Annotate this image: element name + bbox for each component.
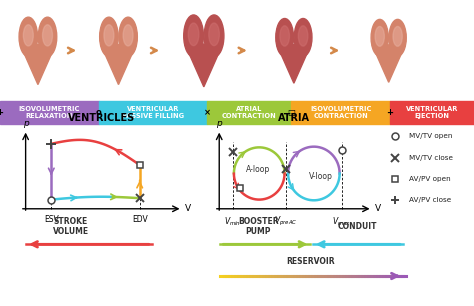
Polygon shape xyxy=(185,44,223,87)
Text: CONDUIT: CONDUIT xyxy=(338,222,378,231)
Text: +: + xyxy=(387,108,393,117)
Text: EDV: EDV xyxy=(132,215,147,224)
Title: ATRIA: ATRIA xyxy=(278,113,310,123)
Bar xyxy=(0,101,99,124)
Text: AV/PV open: AV/PV open xyxy=(409,176,451,182)
Text: RESERVOIR: RESERVOIR xyxy=(286,257,335,266)
Bar xyxy=(208,101,292,124)
Text: A-loop: A-loop xyxy=(246,165,270,174)
Ellipse shape xyxy=(204,15,224,57)
Text: V: V xyxy=(375,204,381,213)
Text: p: p xyxy=(23,119,28,128)
Text: □: □ xyxy=(287,108,295,117)
Ellipse shape xyxy=(280,26,290,46)
Text: $V_{max}$: $V_{max}$ xyxy=(332,215,351,228)
Text: ×: × xyxy=(204,108,211,117)
Text: ISOVOLUMETRIC
CONTRACTION: ISOVOLUMETRIC CONTRACTION xyxy=(310,106,371,119)
Ellipse shape xyxy=(389,19,406,56)
Text: MV/TV open: MV/TV open xyxy=(409,133,453,140)
Polygon shape xyxy=(20,44,56,84)
Text: ATRIAL
CONTRACTION: ATRIAL CONTRACTION xyxy=(222,106,277,119)
Ellipse shape xyxy=(123,25,133,46)
Ellipse shape xyxy=(371,19,388,56)
Ellipse shape xyxy=(23,25,33,46)
Text: MV/TV close: MV/TV close xyxy=(409,155,453,161)
Text: AV/PV close: AV/PV close xyxy=(409,197,451,203)
Text: V-loop: V-loop xyxy=(309,172,332,181)
Ellipse shape xyxy=(294,18,312,56)
Text: p: p xyxy=(216,119,222,128)
Text: VENTRICULAR
PASSIVE FILLING: VENTRICULAR PASSIVE FILLING xyxy=(122,106,184,119)
Ellipse shape xyxy=(209,23,219,46)
Bar xyxy=(390,101,474,124)
Ellipse shape xyxy=(104,25,114,46)
Polygon shape xyxy=(277,45,311,83)
Ellipse shape xyxy=(43,25,53,46)
Ellipse shape xyxy=(19,17,37,57)
Text: $V_{min}$: $V_{min}$ xyxy=(224,215,241,228)
Ellipse shape xyxy=(100,17,118,57)
Text: V: V xyxy=(185,204,191,213)
Ellipse shape xyxy=(119,17,137,57)
Ellipse shape xyxy=(188,23,199,46)
Title: VENTRICLES: VENTRICLES xyxy=(68,113,136,123)
Polygon shape xyxy=(372,45,405,82)
Text: $V_{preAC}$: $V_{preAC}$ xyxy=(274,215,298,228)
Text: BOOSTER
PUMP: BOOSTER PUMP xyxy=(238,217,279,236)
Text: ESV: ESV xyxy=(44,215,59,224)
Text: STROKE
VOLUME: STROKE VOLUME xyxy=(53,217,89,236)
Text: o: o xyxy=(96,108,101,117)
Ellipse shape xyxy=(38,17,57,57)
Text: VENTRICULAR
EJECTION: VENTRICULAR EJECTION xyxy=(406,106,458,119)
Text: ISOVOLUMETRIC
RELAXATION: ISOVOLUMETRIC RELAXATION xyxy=(18,106,80,119)
Ellipse shape xyxy=(276,18,293,56)
Ellipse shape xyxy=(393,26,402,46)
Ellipse shape xyxy=(375,26,384,46)
Ellipse shape xyxy=(298,26,308,46)
Bar xyxy=(99,101,208,124)
Bar xyxy=(292,101,390,124)
Polygon shape xyxy=(100,44,137,84)
Ellipse shape xyxy=(184,15,203,57)
Text: +: + xyxy=(0,108,3,117)
